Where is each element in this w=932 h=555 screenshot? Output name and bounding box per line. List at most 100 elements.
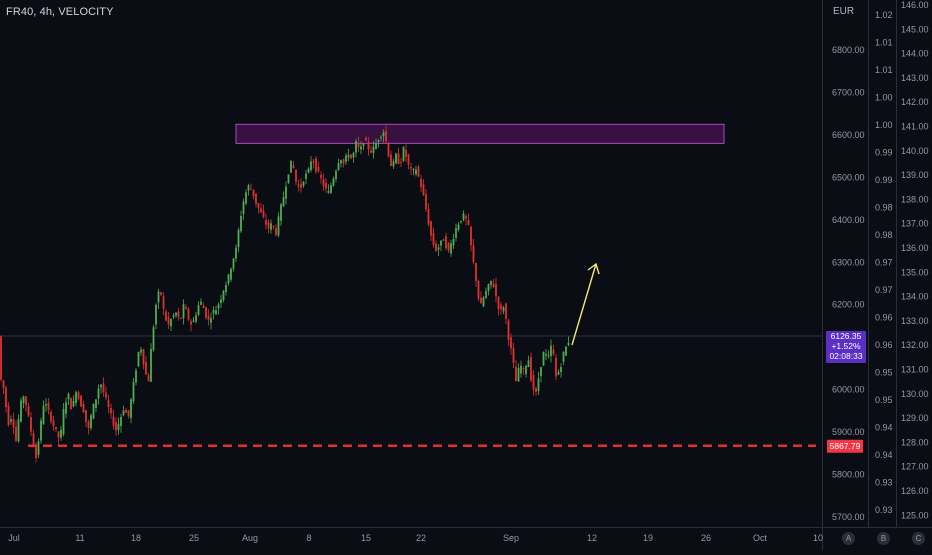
plot-area[interactable] [0,0,822,527]
candle-body [147,375,150,382]
time-tick-label: Jul [8,533,20,543]
candle-body [425,194,427,210]
candle-body [112,416,115,426]
secondary-tick-label: 146.00 [901,0,929,10]
secondary-tick-label: 127.00 [901,462,929,472]
candle-body [327,191,330,193]
candle-body [100,384,102,388]
candle-body [262,210,265,217]
ratio-tick-label: 0.93 [875,478,893,488]
candle-body [522,368,525,370]
candle-body [392,161,395,167]
candle-body [110,407,112,414]
candle-body [20,400,22,422]
ratio-tick-label: 1.00 [875,93,893,103]
candle-body [442,239,445,241]
candle-body [247,185,250,191]
candle-body [240,215,242,232]
candle-body [355,141,357,153]
candle-body [220,299,222,304]
candle-body [175,312,177,316]
candle-body [252,189,255,197]
candle-body [92,403,95,419]
last-price-badge [826,330,866,363]
candle-body [225,284,227,292]
candle-body [330,185,332,193]
price-tick-label: 5900.00 [832,427,865,437]
candle-body [45,403,47,406]
compare-mode-button[interactable]: C [912,532,925,545]
candle-body [165,311,167,321]
candle-body [517,367,520,382]
candle-body [2,380,5,389]
auto-scale-button[interactable]: A [842,532,855,545]
candle-body [150,349,152,382]
candle-body [565,346,567,356]
candle-body [510,337,512,349]
secondary-tick-label: 133.00 [901,316,929,326]
candle-body [207,315,210,320]
candle-body [300,184,302,189]
candle-body [185,307,187,309]
candle-body [87,421,90,429]
candle-body [290,160,292,173]
candle-body [512,348,515,363]
secondary-tick-label: 139.00 [901,170,929,180]
candle-body [530,357,532,381]
candle-body [172,315,175,317]
candle-body [472,245,475,263]
candle-body [145,361,147,375]
bar-mode-button[interactable]: B [877,532,890,545]
candle-body [197,305,200,315]
price-tick-label: 6200.00 [832,300,865,310]
last-price-text: +1.52% [831,341,861,351]
ratio-tick-label: 0.97 [875,285,893,295]
candle-body [402,147,405,161]
projection-arrow-line[interactable] [571,263,597,346]
candle-body [7,405,10,426]
candle-body [37,441,40,455]
candle-body [55,426,57,430]
candle-body [40,420,42,441]
candle-body [322,179,325,187]
candle-body [342,159,345,164]
candle-body [17,419,20,442]
time-tick-label: Sep [503,533,519,543]
time-tick-label: 26 [701,533,711,543]
secondary-tick-label: 142.00 [901,97,929,107]
candle-body [367,141,370,150]
time-tick-label: 12 [587,533,597,543]
ratio-tick-label: 0.96 [875,313,893,323]
candle-body [385,130,387,142]
candle-body [555,357,557,377]
candle-body [395,153,397,164]
candle-body [27,406,30,416]
candle-body [515,366,517,382]
candle-body [345,155,347,162]
candle-body [352,153,355,158]
candle-body [212,310,215,314]
candle-body [115,422,117,431]
candle-body [362,143,365,146]
ratio-tick-label: 1.02 [875,10,893,20]
candle-body [285,186,287,199]
candle-body [380,136,382,138]
candle-body [332,178,335,186]
price-tick-label: 6800.00 [832,45,865,55]
candle-body [195,315,197,322]
candle-body [102,383,105,393]
candle-body [160,292,162,295]
candle-body [567,342,570,346]
candle-body [180,317,182,319]
secondary-tick-label: 126.00 [901,486,929,496]
resistance-zone[interactable] [235,123,725,144]
candle-body [72,400,75,407]
candle-body [420,178,422,188]
candle-body [217,304,220,309]
price-tick-label: 6400.00 [832,215,865,225]
candle-body [177,311,180,318]
candle-body [77,392,80,399]
candle-body [270,223,272,230]
